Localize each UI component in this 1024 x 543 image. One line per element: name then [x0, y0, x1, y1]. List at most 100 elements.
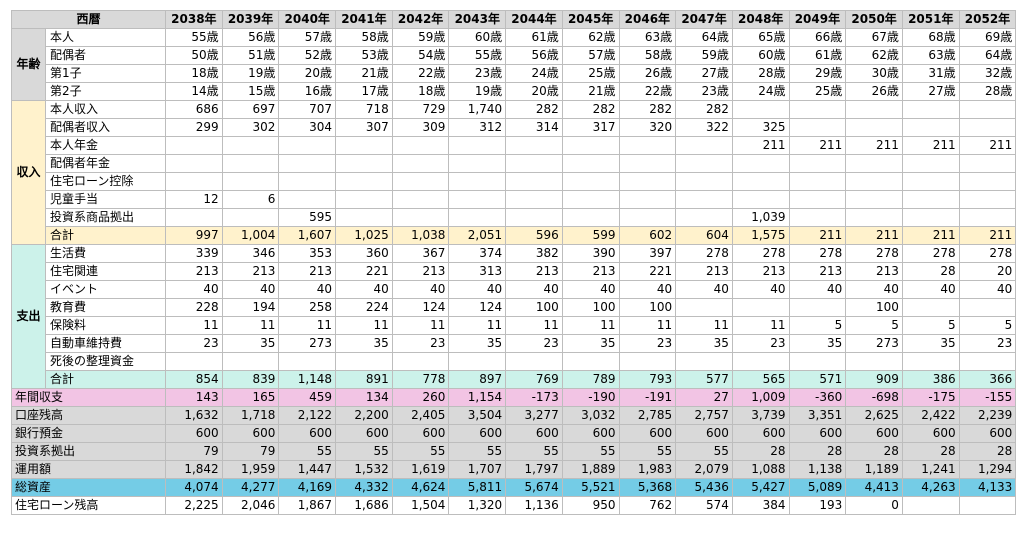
- value-cell: 211: [901, 136, 960, 155]
- value-cell: 40: [788, 280, 847, 299]
- value-cell: 282: [618, 100, 677, 119]
- value-cell: 23: [391, 334, 450, 353]
- value-cell: 35: [901, 334, 960, 353]
- value-cell: 35: [335, 334, 393, 353]
- value-cell: [448, 172, 507, 191]
- row-label: 合計: [45, 226, 166, 245]
- value-cell: 1,740: [448, 100, 507, 119]
- value-cell: [448, 136, 507, 155]
- value-cell: 23: [618, 334, 677, 353]
- value-cell: 600: [278, 424, 337, 443]
- value-cell: 40: [675, 280, 733, 299]
- age-row: 第1子 18歳 19歳 20歳 21歳 22歳 23歳 24歳 25歳 26歳 27歳 28歳 29歳 3…: [12, 64, 1017, 83]
- summary-row: 投資系拠出 79 79 55 55 55 55 55 55 55 55 28 28 28 28 28: [11, 442, 1017, 461]
- age-row: 配偶者 50歳 51歳 52歳 53歳 54歳 55歳 56歳 57歳 58歳 59歳 60歳 61歳 6…: [12, 46, 1017, 65]
- value-cell: [958, 100, 1017, 119]
- value-cell: 25歳: [788, 82, 847, 101]
- value-cell: 600: [505, 424, 563, 443]
- value-cell: [845, 100, 903, 119]
- value-cell: [278, 352, 337, 371]
- value-cell: 5,436: [675, 478, 733, 497]
- year-header-cell: 2039年: [221, 10, 280, 29]
- value-cell: 224: [335, 298, 393, 317]
- value-cell: [788, 352, 847, 371]
- value-cell: [448, 208, 507, 227]
- value-cell: 27歳: [675, 64, 733, 83]
- value-cell: 282: [561, 100, 620, 119]
- value-cell: 600: [561, 424, 620, 443]
- summary-row: 年間収支 143 165 459 134 260 1,154 -173 -190 -191 27 1,…: [11, 388, 1017, 407]
- value-cell: [788, 118, 847, 137]
- value-cell: 55: [391, 442, 450, 461]
- value-cell: 600: [221, 424, 280, 443]
- value-cell: 211: [958, 136, 1017, 155]
- value-cell: 1,607: [278, 226, 337, 245]
- value-cell: 55: [278, 442, 337, 461]
- value-cell: 1,025: [335, 226, 393, 245]
- value-cell: 20: [958, 262, 1017, 281]
- value-cell: 1,241: [901, 460, 960, 479]
- value-cell: [675, 172, 733, 191]
- value-cell: 100: [618, 298, 677, 317]
- value-cell: [505, 352, 563, 371]
- value-cell: 18歳: [391, 82, 450, 101]
- row-label: 合計: [45, 370, 166, 389]
- year-header-cell: 2042年: [391, 10, 450, 29]
- value-cell: [788, 172, 847, 191]
- value-cell: 213: [278, 262, 337, 281]
- row-label: 保険料: [45, 316, 166, 335]
- value-cell: 577: [675, 370, 733, 389]
- value-cell: 2,239: [958, 406, 1017, 425]
- value-cell: 5: [958, 316, 1017, 335]
- value-cell: 62歳: [561, 28, 620, 47]
- value-cell: 1,320: [448, 496, 507, 515]
- value-cell: 1,718: [221, 406, 280, 425]
- value-cell: 79: [221, 442, 280, 461]
- age-row: 年齢 本人 55歳 56歳 57歳 58歳 59歳 60歳 61歳 62歳 63歳 64歳 65歳 66歳…: [11, 28, 1017, 101]
- value-cell: 30歳: [845, 64, 903, 83]
- value-cell: 309: [391, 118, 450, 137]
- value-cell: 1,447: [278, 460, 337, 479]
- value-cell: 2,200: [335, 406, 393, 425]
- value-cell: 211: [901, 226, 960, 245]
- value-cell: [958, 172, 1017, 191]
- value-cell: 40: [561, 280, 620, 299]
- value-cell: [788, 190, 847, 209]
- row-label: 住宅ローン残高: [11, 496, 166, 515]
- value-cell: [335, 352, 393, 371]
- value-cell: 21歳: [335, 64, 393, 83]
- row-label: 本人収入: [45, 100, 166, 119]
- value-cell: [675, 352, 733, 371]
- value-cell: 600: [335, 424, 393, 443]
- value-cell: 28: [731, 442, 790, 461]
- value-cell: 322: [675, 118, 733, 137]
- value-cell: 31歳: [901, 64, 960, 83]
- value-cell: [335, 172, 393, 191]
- value-cell: 213: [505, 262, 563, 281]
- value-cell: 600: [165, 424, 223, 443]
- value-cell: [505, 154, 563, 173]
- value-cell: 707: [278, 100, 337, 119]
- value-cell: 854: [165, 370, 223, 389]
- value-cell: [731, 298, 790, 317]
- value-cell: 1,867: [278, 496, 337, 515]
- value-cell: [901, 208, 960, 227]
- value-cell: 4,624: [391, 478, 450, 497]
- value-cell: [958, 298, 1017, 317]
- value-cell: 40: [505, 280, 563, 299]
- value-cell: [958, 352, 1017, 371]
- value-cell: 52歳: [278, 46, 337, 65]
- value-cell: 3,351: [788, 406, 847, 425]
- value-cell: 4,263: [901, 478, 960, 497]
- value-cell: [618, 154, 677, 173]
- value-cell: [901, 118, 960, 137]
- value-cell: 28歳: [958, 82, 1017, 101]
- year-header-cell: 2052年: [958, 10, 1017, 29]
- value-cell: 20歳: [505, 82, 563, 101]
- value-cell: 23歳: [675, 82, 733, 101]
- value-cell: [221, 172, 280, 191]
- value-cell: 56歳: [221, 28, 280, 47]
- value-cell: [958, 118, 1017, 137]
- expense-group-label: 支出: [11, 244, 46, 389]
- value-cell: 62歳: [845, 46, 903, 65]
